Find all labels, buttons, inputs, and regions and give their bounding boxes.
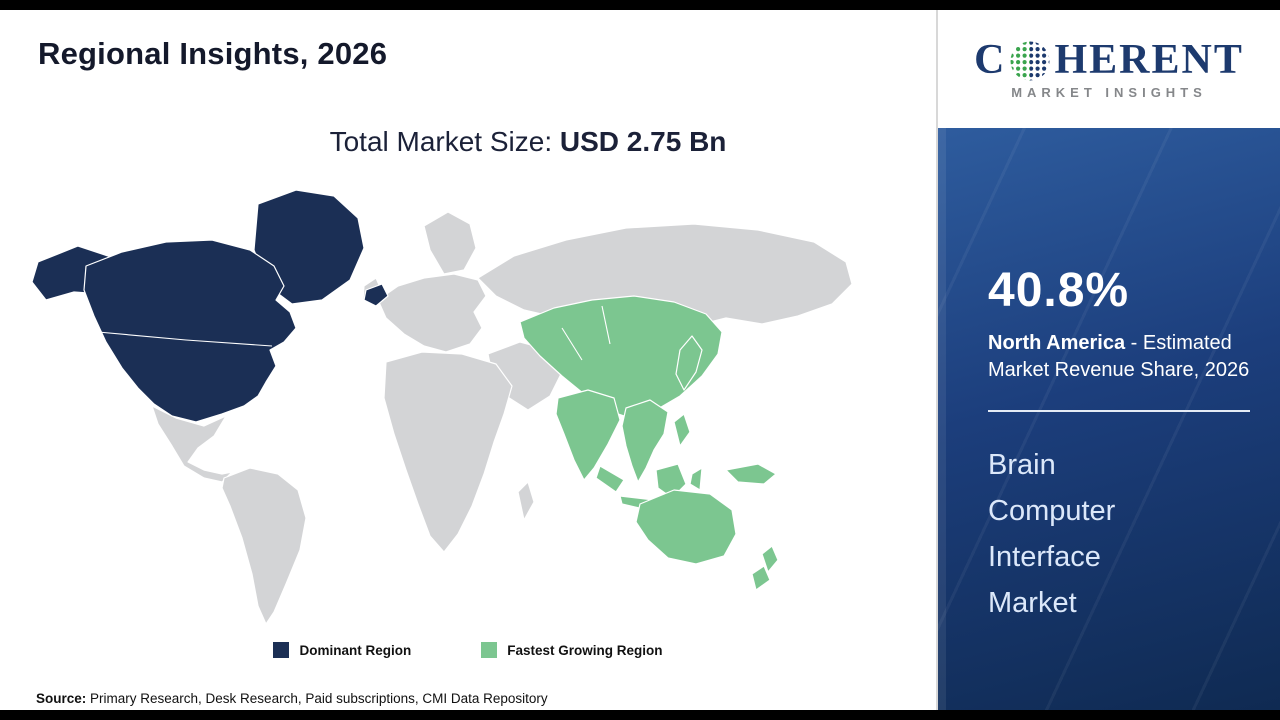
map-region-australia (635, 489, 737, 565)
share-description-text: - Estimated Market Revenue Share, 2026 (988, 332, 1250, 381)
map-region-new-zealand-north (761, 545, 779, 573)
divider-line (988, 410, 1250, 412)
legend-swatch-fastest-growing-region (481, 642, 498, 658)
market-share-description: North America - Estimated Market Revenue… (988, 330, 1260, 384)
map-region-scandinavia (423, 211, 477, 275)
market-size-value: USD 2.75 Bn (559, 126, 727, 157)
us-canada-border-line (97, 331, 273, 347)
logo-wordmark: C (974, 39, 1244, 81)
brand-logo-area: C (938, 10, 1280, 128)
source-note: Source: Primary Research, Desk Research,… (36, 691, 548, 706)
map-other-regions (151, 211, 853, 625)
map-region-central-asia-china (519, 295, 723, 419)
sidebar: C (936, 10, 1280, 710)
logo-letter-c: C (974, 36, 1007, 83)
map-region-new-guinea (725, 463, 777, 485)
globe-dots-icon (1010, 41, 1050, 80)
map-region-south-america (221, 467, 307, 625)
map-region-southeast-asia (621, 399, 669, 483)
source-text: Primary Research, Desk Research, Paid su… (86, 691, 548, 706)
coherent-market-insights-logo: C (974, 39, 1244, 100)
map-region-sulawesi (689, 467, 703, 491)
map-region-new-zealand-south (751, 565, 771, 591)
logo-letters-herent: HERENT (1054, 36, 1244, 83)
share-region-name: North America (988, 332, 1126, 354)
stats-panel: 40.8% North America - Estimated Market R… (938, 128, 1280, 710)
map-region-japan (675, 335, 703, 391)
source-label: Source: (36, 691, 87, 706)
total-market-size: Total Market Size: USD 2.75 Bn (0, 126, 936, 158)
legend-item-fastest-growing-region: Fastest Growing Region (481, 642, 663, 658)
map-region-india (555, 389, 621, 481)
legend-label-dominant-region: Dominant Region (299, 642, 412, 658)
map-region-iceland (363, 283, 389, 307)
legend-label-fastest-growing-region: Fastest Growing Region (507, 642, 663, 658)
map-region-madagascar (517, 481, 535, 521)
market-name: Brain Computer Interface Market (988, 449, 1116, 619)
map-region-europe (377, 273, 487, 353)
world-map (31, 189, 853, 625)
main-content: Regional Insights, 2026 Total Market Siz… (0, 10, 936, 710)
map-region-philippines (673, 413, 691, 447)
map-dominant-region-north-america (31, 189, 389, 423)
map-region-canada-usa (83, 239, 297, 423)
bottom-border (0, 710, 1280, 720)
map-region-mexico-central-america (151, 405, 233, 483)
market-size-label: Total Market Size: (329, 126, 560, 157)
map-legend: Dominant Region Fastest Growing Region (0, 642, 936, 658)
asia-internal-border-line (561, 305, 611, 361)
map-region-africa (383, 351, 513, 553)
market-share-value: 40.8% (988, 264, 1130, 317)
map-region-sumatra (595, 465, 625, 493)
top-border (0, 0, 1280, 10)
legend-swatch-dominant-region (273, 642, 290, 658)
map-fastest-growing-region-asia-pacific (519, 295, 779, 591)
legend-item-dominant-region: Dominant Region (273, 642, 411, 658)
logo-tagline: MARKET INSIGHTS (1011, 84, 1207, 100)
page-title: Regional Insights, 2026 (38, 36, 388, 71)
